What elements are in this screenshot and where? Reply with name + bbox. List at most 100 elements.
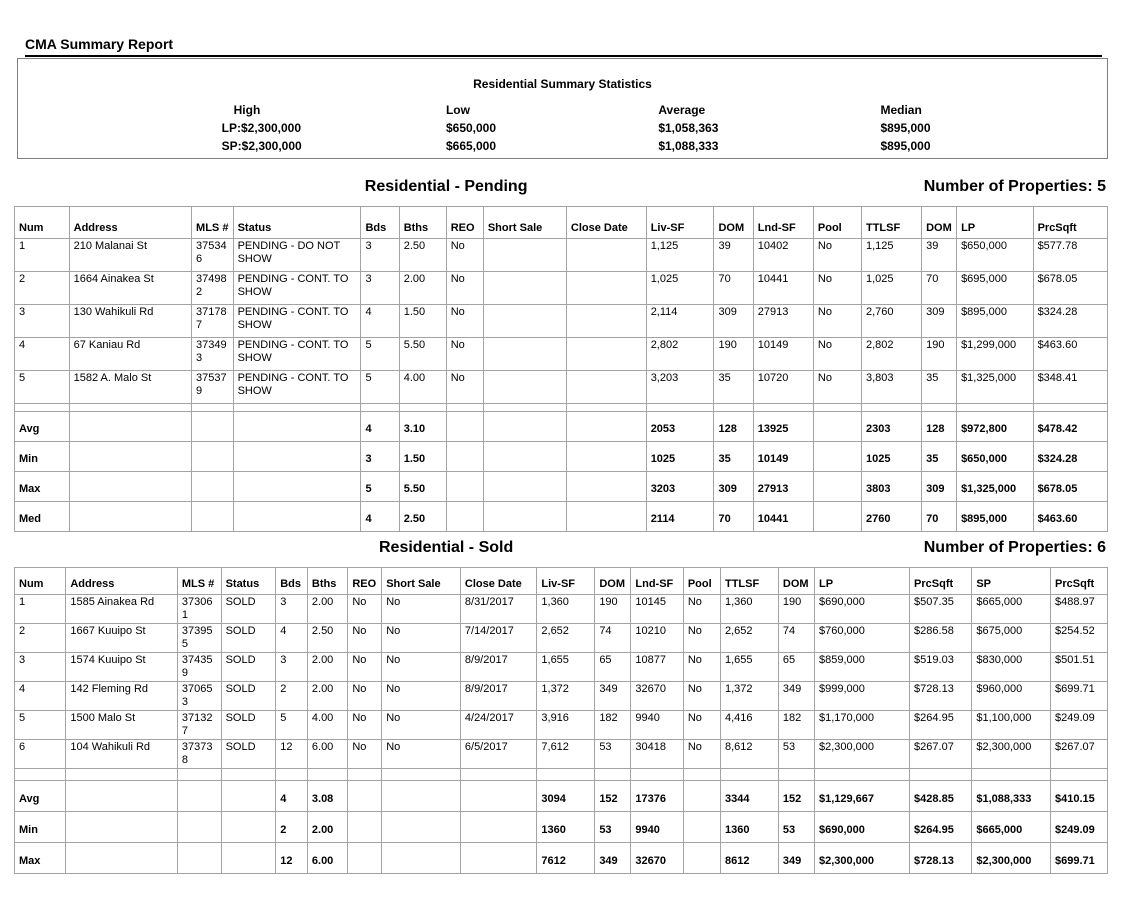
table-cell: $1,299,000: [956, 337, 1034, 371]
table-cell: 1.50: [398, 441, 447, 472]
table-cell: 1667 Kuuipo St: [65, 623, 178, 653]
table-cell: [812, 441, 862, 472]
table-cell: [813, 768, 911, 781]
table-cell: [445, 411, 484, 442]
table-cell: [445, 441, 484, 472]
table-cell: [909, 768, 973, 781]
table-cell: [65, 768, 178, 781]
table-cell: [971, 768, 1052, 781]
table-cell: $675,000: [971, 623, 1052, 653]
table-cell: 27913: [752, 304, 814, 338]
summary-stats-box: Residential Summary Statistics High Low …: [17, 58, 1108, 159]
table-cell: [191, 471, 234, 502]
table-cell: PENDING - CONT. TO SHOW: [232, 304, 362, 338]
table-cell: 4: [13, 681, 67, 711]
table-cell: 3,803: [860, 370, 923, 404]
table-cell: 3: [360, 441, 400, 472]
table-cell: [459, 768, 538, 781]
table-cell: [220, 811, 277, 843]
table-cell: SOLD: [220, 710, 277, 740]
table-cell: 1360: [536, 811, 596, 843]
table-cell: 2: [14, 271, 70, 305]
table-cell: [682, 768, 721, 781]
table-cell: 67 Kaniau Rd: [68, 337, 193, 371]
table-cell: $859,000: [813, 652, 911, 682]
table-cell: 371787: [191, 304, 234, 338]
column-header: Status: [220, 567, 277, 595]
table-cell: [565, 238, 647, 272]
table-cell: Avg: [13, 780, 67, 812]
table-cell: [482, 441, 567, 472]
table-row: 3 1574 Kuuipo St 374359 SOLD 3 2.00 No No 8/9/20…: [13, 652, 1108, 682]
table-cell: $650,000: [956, 238, 1034, 272]
table-cell: $678.05: [1032, 471, 1109, 502]
table-cell: [594, 768, 632, 781]
table-cell: 8/9/2017: [459, 652, 538, 682]
table-cell: $999,000: [813, 681, 911, 711]
table-cell: 2114: [645, 501, 715, 532]
column-header: TTLSF: [860, 206, 923, 239]
table-cell: [482, 304, 567, 338]
table-row: Avg 4 3.08 3094 152 17376 3344 152 $1,129,667 $42…: [13, 780, 1108, 812]
table-cell: [191, 403, 234, 412]
table-cell: [1050, 768, 1108, 781]
stat-value-lp-average: $1,058,363: [658, 121, 719, 135]
pending-table: Num Address MLS # Status Bds Bths REO Short Sal…: [14, 206, 1109, 532]
table-cell: 2.50: [306, 623, 349, 653]
column-header: Pool: [682, 567, 721, 595]
table-cell: No: [445, 238, 484, 272]
table-cell: $488.97: [1050, 594, 1108, 624]
table-cell: [347, 780, 383, 812]
table-cell: [176, 768, 222, 781]
summary-stats-title: Residential Summary Statistics: [473, 77, 652, 91]
table-cell: [445, 501, 484, 532]
table-row: 5 1500 Malo St 371327 SOLD 5 4.00 No No 4/24/201…: [13, 710, 1108, 740]
table-cell: 5: [275, 710, 308, 740]
table-cell: Max: [13, 842, 67, 874]
table-cell: 10210: [630, 623, 684, 653]
table-cell: 1,360: [536, 594, 596, 624]
table-cell: [565, 337, 647, 371]
table-cell: 1585 Ainakea Rd: [65, 594, 178, 624]
table-cell: 3.10: [398, 411, 447, 442]
table-cell: 39: [921, 238, 958, 272]
table-cell: [68, 403, 193, 412]
pending-header-row: Num Address MLS # Status Bds Bths REO Short Sal…: [14, 206, 1109, 239]
table-cell: Min: [13, 811, 67, 843]
table-cell: 1: [13, 594, 67, 624]
table-cell: [812, 403, 862, 412]
table-cell: 371327: [176, 710, 222, 740]
table-cell: 3: [13, 652, 67, 682]
table-row: 2 1667 Kuuipo St 373955 SOLD 4 2.50 No No 7/14/2…: [13, 623, 1108, 653]
table-cell: 3803: [860, 471, 923, 502]
table-cell: 1582 A. Malo St: [68, 370, 193, 404]
table-cell: 1,372: [536, 681, 596, 711]
table-cell: 27913: [752, 471, 814, 502]
column-header: Address: [65, 567, 178, 595]
table-cell: [482, 403, 567, 412]
spacer: [18, 103, 222, 117]
table-cell: 1,125: [860, 238, 923, 272]
table-cell: No: [682, 739, 721, 769]
table-cell: 349: [777, 842, 815, 874]
stat-column-header-high: High: [233, 103, 261, 117]
table-cell: 190: [921, 337, 958, 371]
table-cell: [381, 768, 461, 781]
table-cell: 5: [360, 471, 400, 502]
table-cell: [68, 441, 193, 472]
table-cell: [565, 411, 647, 442]
table-cell: PENDING - CONT. TO SHOW: [232, 271, 362, 305]
table-cell: [482, 501, 567, 532]
table-cell: $324.28: [1032, 441, 1109, 472]
table-cell: 9940: [630, 710, 684, 740]
column-header: TTLSF: [719, 567, 779, 595]
table-cell: 53: [777, 811, 815, 843]
table-cell: No: [445, 304, 484, 338]
table-cell: [713, 403, 754, 412]
summary-stats-sp-row: SP:$2,300,000 $665,000 $1,088,333 $895,0…: [18, 139, 1107, 153]
table-cell: No: [347, 623, 383, 653]
table-cell: [482, 471, 567, 502]
table-cell: 5: [13, 710, 67, 740]
table-cell: 53: [594, 811, 632, 843]
table-cell: 3.08: [306, 780, 349, 812]
